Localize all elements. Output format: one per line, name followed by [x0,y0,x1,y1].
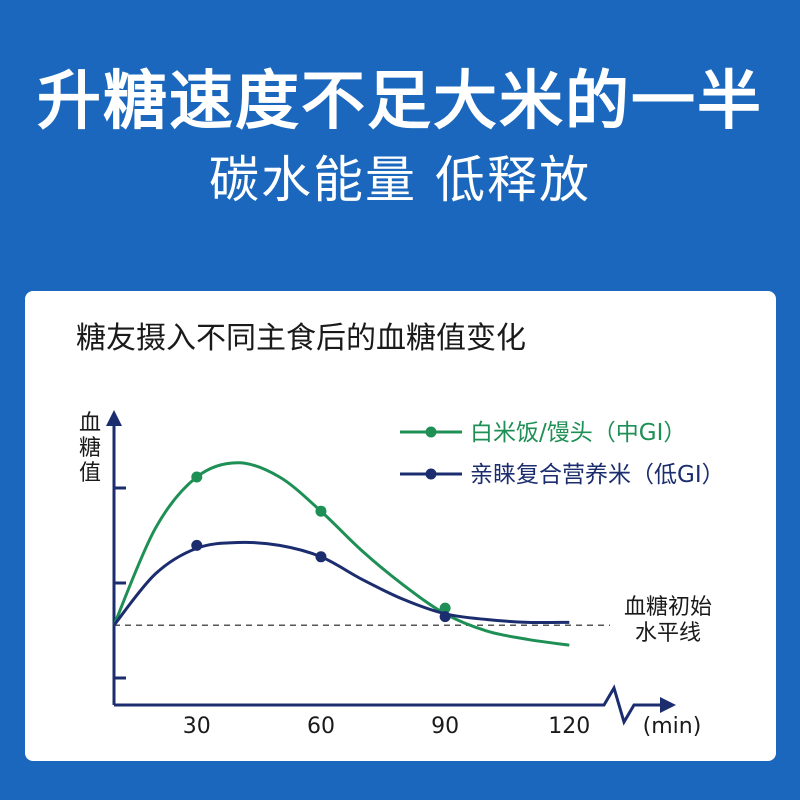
x-tick-label: 120 [548,714,590,739]
y-axis-label: 血糖值 [79,411,101,486]
x-tick-label: 90 [431,714,459,739]
subline: 碳水能量 低释放 [209,151,591,209]
y-axis-label-char: 糖 [79,436,101,461]
x-axis-label: (min) [643,714,702,739]
x-tick-label: 30 [183,714,211,739]
axes [106,410,676,726]
y-axis-label-char: 值 [79,461,101,486]
y-axis-arrow [106,410,122,426]
legend-label: 亲睐复合营养米（低GI） [470,462,725,488]
series-point-1 [191,539,203,551]
legend-swatch-dot [425,468,437,480]
x-tick-labels: 30 60 90 120 [183,714,591,739]
x-axis [114,684,662,726]
series-point-1 [439,611,451,623]
legend: 白米饭/馒头（中GI） 亲睐复合营养米（低GI） [400,420,725,488]
baseline-label-line: 血糖初始 [624,595,712,620]
x-tick-label: 60 [307,714,335,739]
series-point-0 [439,602,451,614]
series-point-0 [315,505,327,517]
chart-title: 糖友摄入不同主食后的血糖值变化 [76,321,526,356]
series-point-0 [191,471,203,483]
series-line-1 [112,540,570,627]
legend-swatch-dot [425,426,437,438]
legend-label: 白米饭/馒头（中GI） [470,420,686,446]
series-line-0 [112,461,570,647]
x-axis-arrow [660,697,676,713]
baseline-label-line: 水平线 [635,621,701,646]
chart-card [25,291,776,761]
headline: 升糖速度不足大米的一半 [37,65,763,139]
series-point-1 [315,551,327,563]
y-axis-label-char: 血 [79,411,101,436]
series-layer [112,461,570,647]
